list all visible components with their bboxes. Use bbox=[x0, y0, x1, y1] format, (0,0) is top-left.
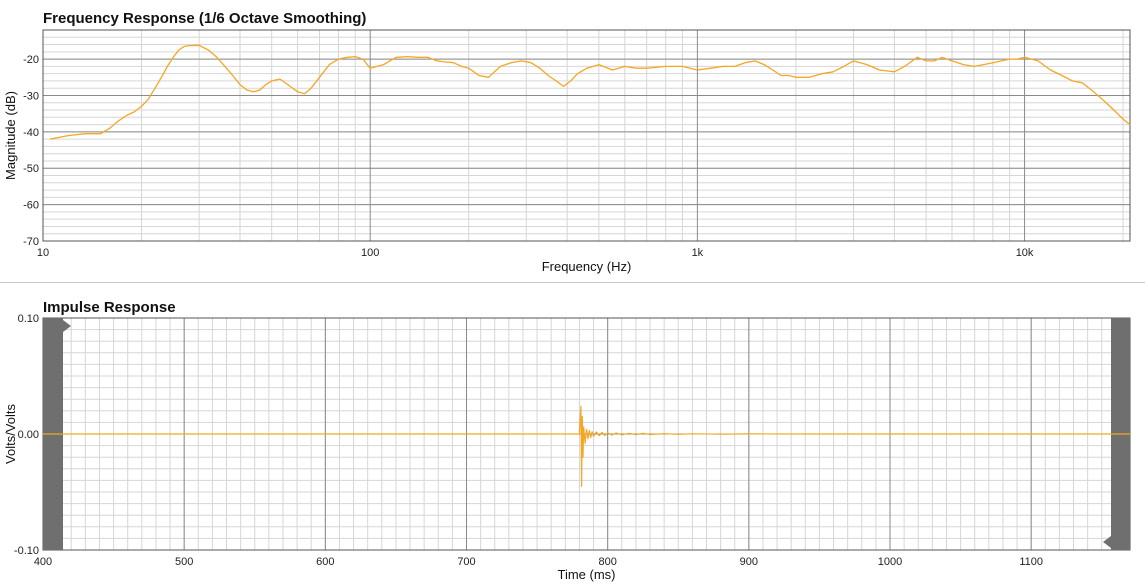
imp-xtick-label: 500 bbox=[175, 556, 193, 568]
frequency-response-line bbox=[49, 44, 1131, 140]
freq-ytick-label: -60 bbox=[23, 200, 39, 212]
panel-divider bbox=[0, 282, 1145, 283]
freq-ytick-label: -70 bbox=[23, 236, 39, 248]
imp-xtick-label: 800 bbox=[598, 556, 616, 568]
freq-xtick-label: 100 bbox=[361, 247, 379, 259]
imp-xtick-label: 1000 bbox=[878, 556, 902, 568]
imp-y-axis-label: Volts/Volts bbox=[3, 404, 18, 464]
freq-ytick-label: -30 bbox=[23, 90, 39, 102]
imp-xtick-label: 700 bbox=[457, 556, 475, 568]
freq-ytick-label: -50 bbox=[23, 163, 39, 175]
imp-xtick-label: 400 bbox=[34, 556, 52, 568]
frequency-response-title: Frequency Response (1/6 Octave Smoothing… bbox=[43, 10, 367, 27]
freq-ytick-label: -20 bbox=[23, 54, 39, 66]
imp-xtick-label: 900 bbox=[740, 556, 758, 568]
freq-xtick-label: 1k bbox=[692, 247, 704, 259]
freq-x-axis-label: Frequency (Hz) bbox=[542, 259, 632, 274]
freq-y-axis-label: Magnitude (dB) bbox=[3, 91, 18, 180]
freq-xtick-label: 10k bbox=[1016, 247, 1034, 259]
imp-ytick-label: 0.00 bbox=[18, 429, 39, 441]
freq-plot-border bbox=[42, 29, 1131, 242]
imp-ytick-label: -0.10 bbox=[14, 545, 39, 557]
impulse-response-line bbox=[43, 405, 1130, 487]
freq-ytick-label: -40 bbox=[23, 127, 39, 139]
freq-plot-area bbox=[43, 30, 1130, 241]
impulse-response-chart: 400 500 600 700 800 900 1000 1100 0.10 0.00 -0.10 T… bbox=[3, 313, 1131, 582]
freq-xtick-label: 10 bbox=[37, 247, 49, 259]
imp-xtick-label: 1100 bbox=[1019, 556, 1043, 568]
window-end-arrow bbox=[1103, 536, 1111, 548]
imp-x-axis-label: Time (ms) bbox=[557, 567, 615, 582]
imp-ytick-label: 0.10 bbox=[18, 313, 39, 325]
window-start-arrow bbox=[63, 320, 71, 332]
imp-xtick-label: 600 bbox=[316, 556, 334, 568]
impulse-response-title: Impulse Response bbox=[43, 299, 176, 316]
